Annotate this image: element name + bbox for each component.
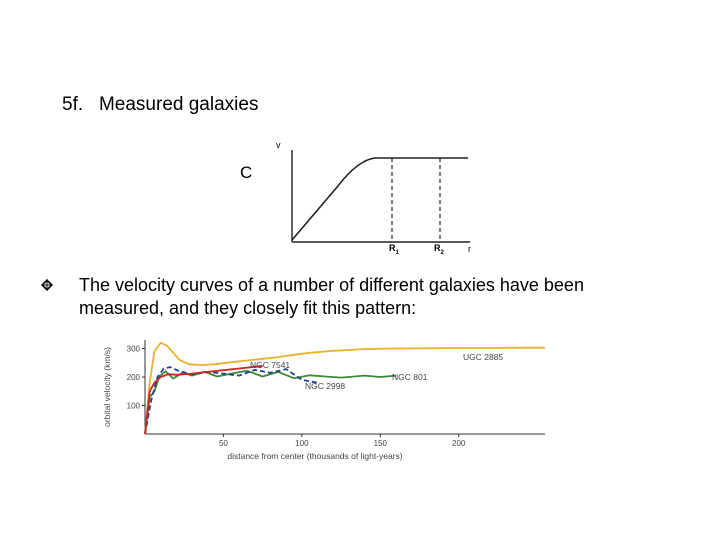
series-label-ugc-2885: UGC 2885 [463,352,503,362]
chart-series [144,341,545,435]
schematic-marker-1-label: R1 [389,243,400,256]
chart-axes [142,340,545,437]
series-line-ngc-7541 [144,365,263,435]
schematic-y-label: v [276,140,281,150]
x-tick-label: 50 [219,439,228,448]
schematic-label: C [240,163,252,182]
slide-heading: 5f. Measured galaxies [62,94,259,115]
series-label-ngc-801: NGC 801 [392,372,428,382]
rotation-curve-chart: 50 100 150 200 100 200 300 distance from center… [102,340,545,461]
series-line-ugc-2885 [144,341,545,435]
y-axis-label: orbital velocity (km/s) [102,347,112,427]
x-tick-label: 100 [295,439,309,448]
chart-labels: 50 100 150 200 100 200 300 distance from center… [102,345,503,461]
y-tick-label: 300 [127,345,141,354]
diamond-bullet-icon [40,278,54,296]
y-tick-label: 200 [127,373,141,382]
x-axis-label: distance from center (thousands of light… [227,451,402,461]
x-tick-label: 200 [452,439,466,448]
schematic-marker-2-label: R2 [434,243,445,256]
bullet-text: The velocity curves of a number of diffe… [79,275,584,318]
x-tick-label: 150 [374,439,388,448]
series-line-ngc-801 [144,369,397,435]
schematic-curve [291,157,468,241]
series-label-ngc-2998: NGC 2998 [305,381,345,391]
schematic-x-label: r [468,244,471,254]
y-tick-label: 100 [127,402,141,411]
series-label-ngc-7541: NGC 7541 [250,360,290,370]
rotation-curve-schematic: C v r R1 R2 [240,140,471,256]
